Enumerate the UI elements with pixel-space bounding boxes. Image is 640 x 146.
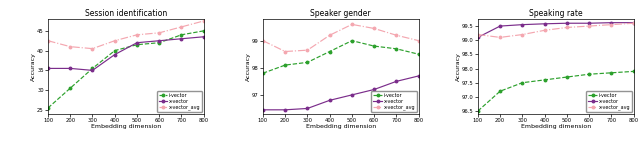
x-vector_avg xyxy=(44,40,52,42)
x-vector xyxy=(585,22,593,24)
x-vector xyxy=(474,36,482,38)
x-vector_avg xyxy=(178,26,186,28)
i-vector xyxy=(630,71,637,72)
x-vector_avg xyxy=(259,40,267,42)
i-vector xyxy=(371,45,378,47)
i-vector xyxy=(89,68,97,69)
x-vector_avg xyxy=(303,49,311,51)
i-vector xyxy=(518,82,526,84)
Y-axis label: Accuracy: Accuracy xyxy=(246,52,251,81)
x-vector xyxy=(111,54,118,55)
i-vector xyxy=(392,48,400,50)
i-vector xyxy=(348,40,356,42)
x-vector_avg xyxy=(585,25,593,27)
i-vector xyxy=(44,107,52,109)
i-vector xyxy=(415,53,422,55)
x-vector xyxy=(518,24,526,26)
x-vector_avg xyxy=(518,34,526,35)
i-vector xyxy=(563,76,571,78)
x-vector xyxy=(156,40,163,42)
i-vector xyxy=(474,110,482,112)
Legend: i-vector, x-vector, x-vector_avg: i-vector, x-vector, x-vector_avg xyxy=(586,91,632,112)
X-axis label: Embedding dimension: Embedding dimension xyxy=(520,124,591,130)
Line: i-vector: i-vector xyxy=(477,70,635,112)
Line: x-vector: x-vector xyxy=(477,21,635,39)
x-vector xyxy=(607,22,615,24)
i-vector xyxy=(282,64,289,66)
i-vector xyxy=(607,72,615,74)
x-vector xyxy=(563,22,571,24)
Legend: i-vector, x-vector, x-vector_avg: i-vector, x-vector, x-vector_avg xyxy=(371,91,417,112)
x-vector_avg xyxy=(563,27,571,28)
Y-axis label: Accuracy: Accuracy xyxy=(31,52,36,81)
Line: x-vector_avg: x-vector_avg xyxy=(477,22,635,39)
x-vector xyxy=(496,25,504,27)
x-vector xyxy=(133,42,141,44)
Title: Speaking rate: Speaking rate xyxy=(529,9,582,18)
x-vector_avg xyxy=(326,34,333,36)
i-vector xyxy=(133,44,141,46)
x-vector xyxy=(392,80,400,82)
x-vector_avg xyxy=(89,48,97,49)
x-vector_avg xyxy=(133,34,141,36)
x-vector_avg xyxy=(496,36,504,38)
Line: x-vector: x-vector xyxy=(262,75,420,111)
x-vector_avg xyxy=(474,34,482,35)
x-vector_avg xyxy=(371,28,378,29)
Title: Session identification: Session identification xyxy=(84,9,167,18)
x-vector xyxy=(89,69,97,71)
x-vector_avg xyxy=(111,40,118,42)
X-axis label: Embedding dimension: Embedding dimension xyxy=(306,124,376,130)
i-vector xyxy=(200,30,207,32)
i-vector xyxy=(178,34,186,36)
x-vector_avg xyxy=(607,24,615,26)
i-vector xyxy=(156,42,163,44)
x-vector xyxy=(282,109,289,111)
x-vector xyxy=(67,68,74,69)
x-vector_avg xyxy=(200,20,207,22)
x-vector_avg xyxy=(541,29,548,31)
i-vector xyxy=(541,79,548,81)
i-vector xyxy=(111,50,118,52)
x-vector_avg xyxy=(348,24,356,25)
x-vector xyxy=(371,89,378,90)
Line: x-vector_avg: x-vector_avg xyxy=(262,23,420,53)
x-vector_avg xyxy=(156,32,163,34)
i-vector xyxy=(303,61,311,63)
x-vector_avg xyxy=(67,46,74,48)
x-vector xyxy=(630,22,637,24)
Line: i-vector: i-vector xyxy=(47,30,205,109)
x-vector xyxy=(303,108,311,109)
x-vector xyxy=(200,36,207,38)
x-vector xyxy=(348,94,356,96)
x-vector_avg xyxy=(630,22,637,24)
Line: x-vector: x-vector xyxy=(47,35,205,72)
x-vector xyxy=(178,38,186,40)
x-vector xyxy=(415,75,422,77)
i-vector xyxy=(259,72,267,74)
x-vector xyxy=(326,99,333,101)
x-vector xyxy=(541,23,548,25)
x-vector_avg xyxy=(392,34,400,36)
x-vector_avg xyxy=(282,51,289,52)
Line: x-vector_avg: x-vector_avg xyxy=(47,20,205,50)
X-axis label: Embedding dimension: Embedding dimension xyxy=(91,124,161,130)
Line: i-vector: i-vector xyxy=(262,39,420,74)
Title: Speaker gender: Speaker gender xyxy=(310,9,371,18)
i-vector xyxy=(67,87,74,89)
i-vector xyxy=(326,51,333,52)
i-vector xyxy=(585,73,593,75)
x-vector_avg xyxy=(415,40,422,42)
i-vector xyxy=(496,90,504,92)
Legend: i-vector, x-vector, x-vector_avg: i-vector, x-vector, x-vector_avg xyxy=(157,91,202,112)
x-vector xyxy=(259,109,267,111)
Y-axis label: Accuracy: Accuracy xyxy=(456,52,461,81)
x-vector xyxy=(44,68,52,69)
